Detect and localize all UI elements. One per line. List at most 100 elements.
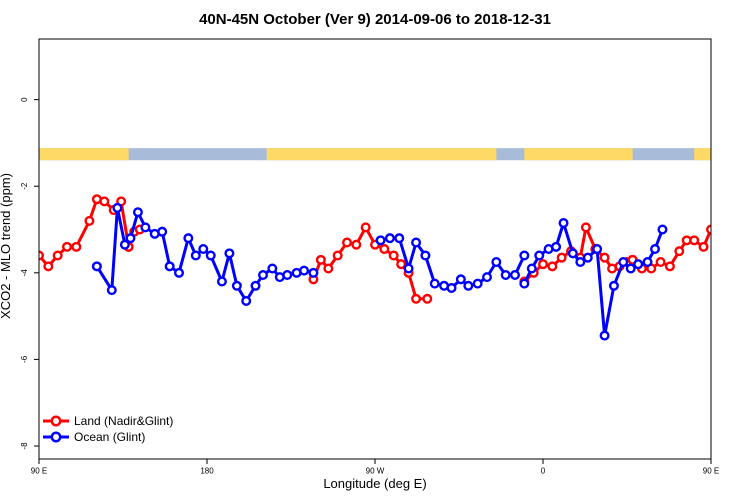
ocean-point-2-6 xyxy=(567,248,578,259)
land-point-0-2 xyxy=(52,250,63,261)
ocean-point-1-5 xyxy=(420,250,431,261)
land-point-2-8 xyxy=(379,243,390,254)
land-point-2-12 xyxy=(411,293,422,304)
ocean-point-2-0 xyxy=(519,278,530,289)
land-point-2-9 xyxy=(388,250,399,261)
ocean-point-1-8 xyxy=(446,282,457,293)
ocean-point-1-15 xyxy=(510,269,521,280)
land-point-4-9 xyxy=(706,224,711,235)
ocean-point-0-13 xyxy=(198,243,209,254)
ocean-point-0-4 xyxy=(125,233,136,244)
land-point-0-4 xyxy=(71,241,82,252)
ocean-point-2-7 xyxy=(575,256,586,267)
legend-label-land: Land (Nadir&Glint) xyxy=(74,414,173,428)
ocean-point-2-2 xyxy=(534,250,545,261)
ocean-point-0-0 xyxy=(91,261,102,272)
land-point-3-7 xyxy=(580,222,591,233)
land-point-3-4 xyxy=(556,252,567,263)
land-point-2-13 xyxy=(422,293,433,304)
ocean-point-2-14 xyxy=(633,259,644,270)
x-tick-label-0: 90 E xyxy=(31,467,47,476)
ocean-point-0-11 xyxy=(183,233,194,244)
ocean-point-0-20 xyxy=(258,269,269,280)
surface-strip-land-3 xyxy=(694,148,711,161)
ocean-point-0-2 xyxy=(112,202,123,213)
land-point-2-6 xyxy=(360,222,371,233)
land-point-0-7 xyxy=(99,196,110,207)
land-point-4-8 xyxy=(698,241,709,252)
land-point-3-9 xyxy=(599,252,610,263)
land-point-2-3 xyxy=(332,250,343,261)
x-tick-label-4: 90 E xyxy=(703,467,719,476)
land-point-2-4 xyxy=(342,237,353,248)
ocean-point-2-9 xyxy=(592,243,603,254)
y-tick-label-4: -8 xyxy=(20,442,29,450)
ocean-point-0-6 xyxy=(140,222,151,233)
ocean-point-0-8 xyxy=(157,226,168,237)
legend-marker-land xyxy=(50,415,62,427)
ocean-point-1-1 xyxy=(384,233,395,244)
land-point-0-5 xyxy=(84,215,95,226)
ocean-point-0-10 xyxy=(173,267,184,278)
y-axis-label: XCO2 - MLO trend (ppm) xyxy=(0,173,13,319)
ocean-point-0-18 xyxy=(241,295,252,306)
land-point-3-3 xyxy=(547,261,558,272)
x-tick-label-2: 90 W xyxy=(366,467,385,476)
legend-label-ocean: Ocean (Glint) xyxy=(74,430,145,444)
surface-strip-land-0 xyxy=(39,148,129,161)
ocean-point-2-15 xyxy=(642,256,653,267)
x-tick-label-1: 180 xyxy=(200,467,214,476)
y-tick-label-2: -4 xyxy=(20,269,29,277)
ocean-point-0-25 xyxy=(299,265,310,276)
land-point-4-7 xyxy=(689,235,700,246)
land-point-0-3 xyxy=(62,241,73,252)
land-point-0-1 xyxy=(43,261,54,272)
land-point-4-4 xyxy=(664,261,675,272)
ocean-point-2-4 xyxy=(551,241,562,252)
ocean-point-1-14 xyxy=(500,269,511,280)
ocean-point-1-13 xyxy=(491,256,502,267)
land-point-4-5 xyxy=(674,246,685,257)
ocean-point-1-11 xyxy=(472,278,483,289)
y-tick-label-3: -6 xyxy=(20,355,29,363)
ocean-point-2-12 xyxy=(618,256,629,267)
land-point-2-5 xyxy=(351,239,362,250)
land-point-4-3 xyxy=(655,256,666,267)
ocean-point-2-16 xyxy=(650,243,661,254)
ocean-point-0-12 xyxy=(190,250,201,261)
legend-marker-ocean xyxy=(50,431,62,443)
land-point-2-10 xyxy=(396,259,407,270)
ocean-point-1-3 xyxy=(403,263,414,274)
ocean-point-2-5 xyxy=(558,218,569,229)
ocean-point-1-16 xyxy=(519,250,530,261)
ocean-point-1-6 xyxy=(429,278,440,289)
ocean-point-1-9 xyxy=(455,274,466,285)
series-layer xyxy=(39,194,711,341)
ocean-point-0-17 xyxy=(231,280,242,291)
ocean-point-0-9 xyxy=(164,261,175,272)
ocean-point-2-11 xyxy=(608,280,619,291)
ocean-point-0-23 xyxy=(282,269,293,280)
ocean-point-1-2 xyxy=(394,233,405,244)
ocean-point-0-15 xyxy=(216,276,227,287)
y-tick-label-1: -2 xyxy=(20,182,29,190)
land-point-2-1 xyxy=(315,254,326,265)
land-point-2-2 xyxy=(323,263,334,274)
surface-strip-land-2 xyxy=(524,148,633,161)
chart-title: 40N-45N October (Ver 9) 2014-09-06 to 20… xyxy=(199,11,551,28)
ocean-point-2-1 xyxy=(526,263,537,274)
ocean-point-0-14 xyxy=(205,250,216,261)
ocean-point-0-19 xyxy=(250,280,261,291)
ocean-point-0-26 xyxy=(308,267,319,278)
ocean-point-0-5 xyxy=(132,207,143,218)
ocean-point-2-13 xyxy=(625,263,636,274)
ocean-point-2-8 xyxy=(582,252,593,263)
legend: Land (Nadir&Glint) Ocean (Glint) xyxy=(43,414,173,444)
x-axis-label: Longitude (deg E) xyxy=(323,476,426,491)
surface-strip-land-1 xyxy=(266,148,497,161)
y-tick-label-0: 0 xyxy=(20,97,29,102)
ocean-point-1-4 xyxy=(411,237,422,248)
land-point-3-2 xyxy=(538,259,549,270)
ocean-point-1-0 xyxy=(375,235,386,246)
